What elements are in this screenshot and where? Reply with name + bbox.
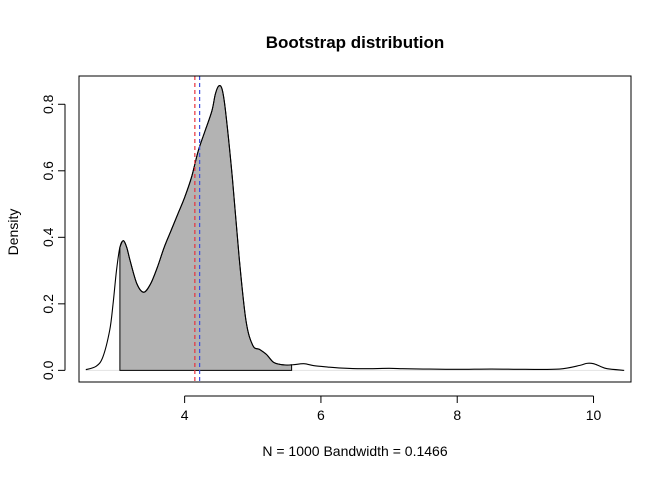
- x-axis-label: N = 1000 Bandwidth = 0.1466: [262, 443, 447, 459]
- y-tick-label: 0.2: [40, 294, 56, 314]
- y-tick-label: 0.4: [40, 227, 56, 247]
- x-tick-label: 6: [317, 407, 325, 423]
- y-axis: 0.0 0.2 0.4 0.6 0.8: [40, 94, 66, 380]
- y-tick-label: 0.6: [40, 161, 56, 181]
- chart-title: Bootstrap distribution: [266, 33, 444, 52]
- x-tick-label: 8: [453, 407, 461, 423]
- x-tick-label: 4: [181, 407, 189, 423]
- plot-frame: [78, 75, 632, 383]
- y-tick-label: 0.8: [40, 94, 56, 114]
- x-tick-label: 10: [586, 407, 602, 423]
- x-axis: 4 6 8 10: [181, 395, 602, 423]
- plot-layer: [85, 76, 625, 382]
- y-tick-label: 0.0: [40, 360, 56, 380]
- density-curve: [85, 85, 625, 371]
- y-axis-label: Density: [5, 209, 21, 256]
